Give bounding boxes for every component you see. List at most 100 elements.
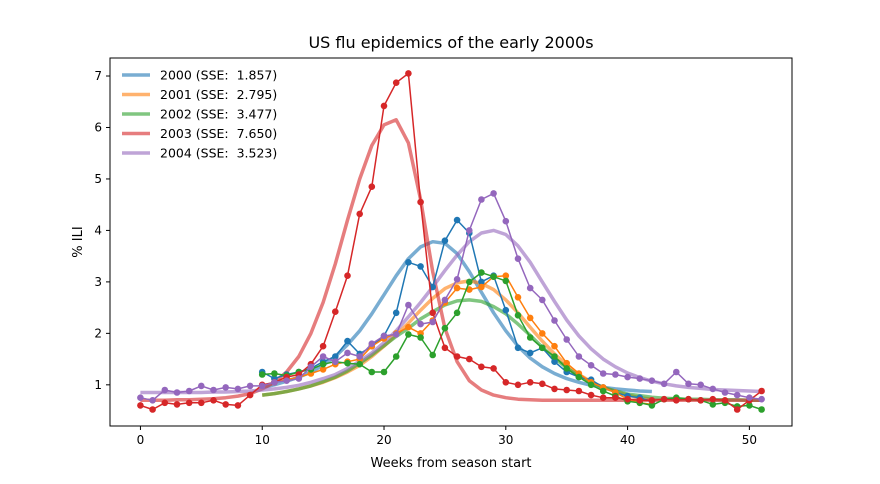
data-point	[271, 370, 278, 377]
data-point	[222, 401, 229, 408]
data-point	[380, 332, 388, 340]
data-point	[563, 386, 570, 394]
data-point	[271, 379, 278, 386]
axes-frame	[109, 57, 793, 427]
data-point	[636, 375, 644, 382]
data-point	[380, 368, 388, 376]
data-point	[356, 353, 364, 360]
data-point	[405, 331, 412, 338]
legend-label: 2002 (SSE: 3.477)	[160, 107, 277, 122]
data-point	[660, 395, 668, 403]
data-point	[405, 301, 412, 309]
data-point	[234, 385, 242, 393]
data-point	[453, 309, 461, 317]
data-point	[478, 278, 485, 286]
data-point	[319, 360, 327, 368]
data-point	[599, 394, 607, 402]
data-point	[441, 344, 449, 352]
data-point	[539, 380, 546, 388]
data-point	[417, 320, 424, 328]
legend-label: 2001 (SSE: 2.795)	[160, 87, 277, 102]
y-tick-label: 3	[94, 275, 102, 289]
data-point	[478, 196, 485, 203]
data-point	[612, 371, 619, 378]
data-point	[526, 314, 534, 322]
data-point	[478, 363, 485, 371]
data-point	[137, 394, 144, 402]
data-point	[563, 336, 570, 343]
data-point	[575, 353, 583, 360]
data-point	[173, 389, 181, 396]
legend-label: 2004 (SSE: 3.523)	[160, 146, 277, 161]
data-point	[514, 255, 522, 262]
data-point	[417, 334, 424, 341]
data-point	[551, 317, 558, 324]
data-point	[258, 382, 266, 390]
data-point	[185, 387, 193, 395]
data-point	[709, 395, 717, 403]
data-point	[648, 397, 656, 404]
data-point	[368, 183, 376, 190]
data-point	[453, 353, 461, 360]
data-point	[161, 399, 169, 407]
data-point	[758, 406, 765, 413]
data-point	[368, 368, 376, 376]
data-point	[624, 373, 631, 381]
data-point	[563, 359, 570, 367]
data-point	[697, 397, 704, 404]
data-point	[648, 377, 656, 385]
data-point	[198, 399, 205, 407]
data-point	[319, 342, 327, 350]
data-point	[709, 385, 717, 393]
data-point	[258, 371, 266, 378]
data-point	[526, 349, 534, 357]
data-point	[429, 318, 437, 326]
data-point	[563, 365, 570, 372]
legend: 2000 (SSE: 1.857) 2001 (SSE: 2.795) 2002 (…	[122, 68, 277, 161]
data-point	[234, 402, 242, 409]
y-tick-label: 4	[94, 223, 102, 237]
data-point	[587, 391, 595, 399]
data-point	[453, 276, 461, 283]
data-point	[721, 397, 729, 404]
data-point	[502, 272, 510, 280]
data-point	[210, 386, 217, 394]
x-tick-label: 20	[376, 433, 391, 447]
data-point	[405, 323, 412, 331]
y-tick-label: 2	[94, 326, 102, 340]
data-point	[149, 406, 156, 413]
data-point	[137, 402, 144, 409]
data-point	[392, 331, 400, 338]
x-tick-label: 50	[742, 433, 757, 447]
data-point	[490, 273, 497, 281]
data-point	[733, 406, 741, 413]
x-tick-label: 40	[620, 433, 635, 447]
y-tick-label: 6	[94, 120, 102, 134]
data-point	[648, 402, 656, 409]
data-point	[210, 397, 217, 404]
data-point	[551, 358, 558, 366]
data-point	[697, 381, 704, 389]
plot-area	[137, 70, 765, 413]
data-point	[526, 284, 534, 292]
data-point	[149, 397, 156, 404]
x-tick-label: 0	[137, 433, 145, 447]
observed-line-5	[140, 192, 762, 402]
data-point	[514, 381, 522, 389]
data-point	[490, 190, 497, 197]
data-point	[599, 387, 607, 395]
data-point	[392, 309, 400, 317]
data-point	[295, 375, 303, 382]
data-point	[319, 353, 327, 360]
data-point	[429, 351, 437, 359]
legend-label: 2000 (SSE: 1.857)	[160, 68, 277, 83]
data-point	[344, 349, 351, 357]
data-point	[502, 306, 510, 314]
data-point	[344, 359, 351, 367]
data-point	[575, 373, 583, 381]
data-point	[185, 399, 193, 407]
data-point	[636, 397, 644, 404]
data-point	[222, 384, 229, 391]
